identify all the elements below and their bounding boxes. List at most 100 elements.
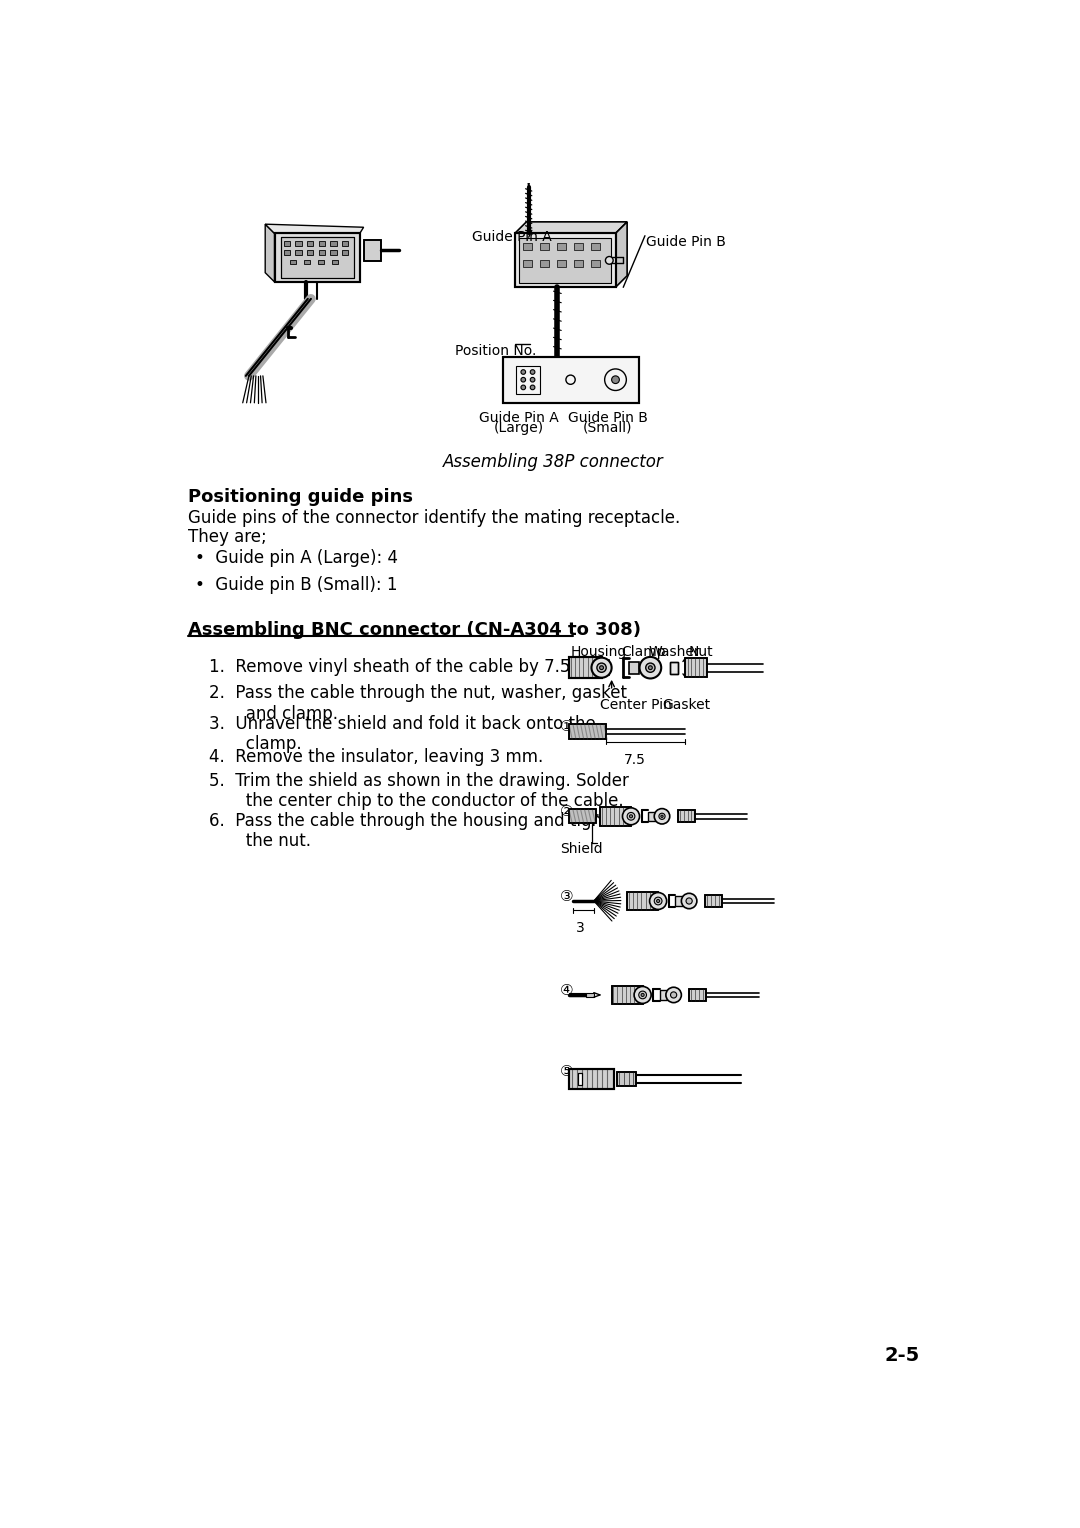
Bar	[281, 237, 353, 278]
Circle shape	[681, 894, 697, 909]
Text: Guide pins of the connector identify the mating receptacle.: Guide pins of the connector identify the…	[188, 509, 680, 527]
Circle shape	[638, 992, 647, 999]
Text: (Small): (Small)	[583, 420, 633, 434]
Circle shape	[592, 657, 611, 678]
Bar	[611, 986, 643, 1004]
Text: Guide Pin B: Guide Pin B	[568, 411, 648, 425]
Text: •  Guide pin B (Small): 1: • Guide pin B (Small): 1	[195, 576, 397, 594]
Text: 3: 3	[577, 921, 585, 935]
Text: Guide Pin A: Guide Pin A	[478, 411, 558, 425]
Circle shape	[686, 898, 692, 905]
Bar	[523, 260, 531, 267]
Text: They are;: They are;	[188, 527, 267, 545]
Bar	[303, 260, 310, 264]
Text: ③: ③	[559, 889, 573, 903]
Circle shape	[611, 376, 619, 384]
Polygon shape	[616, 222, 627, 287]
Circle shape	[521, 385, 526, 390]
Circle shape	[659, 813, 665, 819]
Bar	[540, 260, 549, 267]
Circle shape	[627, 813, 635, 821]
Bar	[704, 895, 721, 908]
Bar	[330, 241, 337, 246]
Bar	[318, 260, 324, 264]
Bar	[540, 243, 549, 251]
Text: Guide Pin A: Guide Pin A	[472, 229, 552, 243]
Bar	[591, 243, 600, 251]
Text: 2-5: 2-5	[885, 1346, 919, 1365]
Bar	[675, 897, 683, 906]
Bar	[503, 356, 638, 403]
Text: •  Guide pin A (Large): 4: • Guide pin A (Large): 4	[195, 549, 399, 567]
Circle shape	[657, 900, 660, 903]
Bar	[364, 240, 380, 261]
Text: 5.  Trim the shield as shown in the drawing. Solder
       the center chip to th: 5. Trim the shield as shown in the drawi…	[210, 772, 630, 810]
Bar	[332, 260, 338, 264]
Bar	[569, 810, 596, 824]
Circle shape	[530, 377, 535, 382]
Circle shape	[639, 657, 661, 678]
Bar	[630, 662, 638, 674]
Text: Position No.: Position No.	[455, 344, 537, 358]
Bar	[569, 1070, 613, 1089]
Bar	[689, 989, 706, 1001]
Bar	[515, 365, 540, 394]
Circle shape	[622, 808, 639, 825]
Text: Positioning guide pins: Positioning guide pins	[188, 487, 413, 506]
Bar	[573, 243, 583, 251]
Bar	[503, 356, 638, 403]
Bar	[364, 240, 380, 261]
Bar	[319, 251, 325, 255]
Bar	[670, 662, 677, 674]
Bar	[569, 724, 606, 740]
Circle shape	[666, 987, 681, 1002]
Text: 2.  Pass the cable through the nut, washer, gasket
       and clamp.: 2. Pass the cable through the nut, washe…	[210, 685, 627, 723]
Bar	[689, 989, 706, 1001]
Bar	[307, 251, 313, 255]
Bar	[519, 238, 611, 283]
Bar	[573, 260, 583, 267]
Bar	[677, 810, 694, 822]
Text: ⑤: ⑤	[559, 1063, 573, 1079]
Bar	[515, 234, 616, 287]
Bar	[569, 810, 596, 824]
Polygon shape	[266, 225, 274, 283]
Bar	[284, 251, 291, 255]
Polygon shape	[515, 222, 627, 234]
Bar	[274, 234, 360, 283]
Bar	[627, 892, 658, 911]
Circle shape	[671, 992, 677, 998]
Text: Washer: Washer	[648, 645, 700, 660]
Text: Center Pin: Center Pin	[600, 698, 672, 712]
Circle shape	[521, 370, 526, 374]
Bar	[342, 241, 348, 246]
Bar	[556, 243, 566, 251]
Bar	[660, 990, 667, 999]
Circle shape	[654, 897, 662, 905]
Bar	[319, 241, 325, 246]
Bar	[281, 237, 353, 278]
Bar	[330, 251, 337, 255]
Text: Guide Pin B: Guide Pin B	[647, 235, 727, 249]
Circle shape	[654, 808, 670, 824]
Text: Gasket: Gasket	[662, 698, 711, 712]
Text: Shield: Shield	[559, 842, 603, 857]
Text: 6.  Pass the cable through the housing and tighten
       the nut.: 6. Pass the cable through the housing an…	[210, 811, 630, 851]
Bar	[685, 659, 707, 677]
Bar	[296, 251, 301, 255]
Bar	[677, 810, 694, 822]
Circle shape	[649, 892, 666, 909]
Bar	[569, 1070, 613, 1089]
Text: ②: ②	[559, 804, 573, 819]
Circle shape	[648, 666, 652, 669]
Circle shape	[597, 663, 606, 672]
Circle shape	[530, 385, 535, 390]
Bar	[611, 986, 643, 1004]
Text: ①: ①	[559, 720, 573, 735]
Bar	[617, 1073, 636, 1086]
Bar	[291, 260, 296, 264]
Bar	[670, 662, 677, 674]
Bar	[307, 241, 313, 246]
Text: Clamp: Clamp	[621, 645, 665, 660]
Bar	[600, 807, 631, 825]
